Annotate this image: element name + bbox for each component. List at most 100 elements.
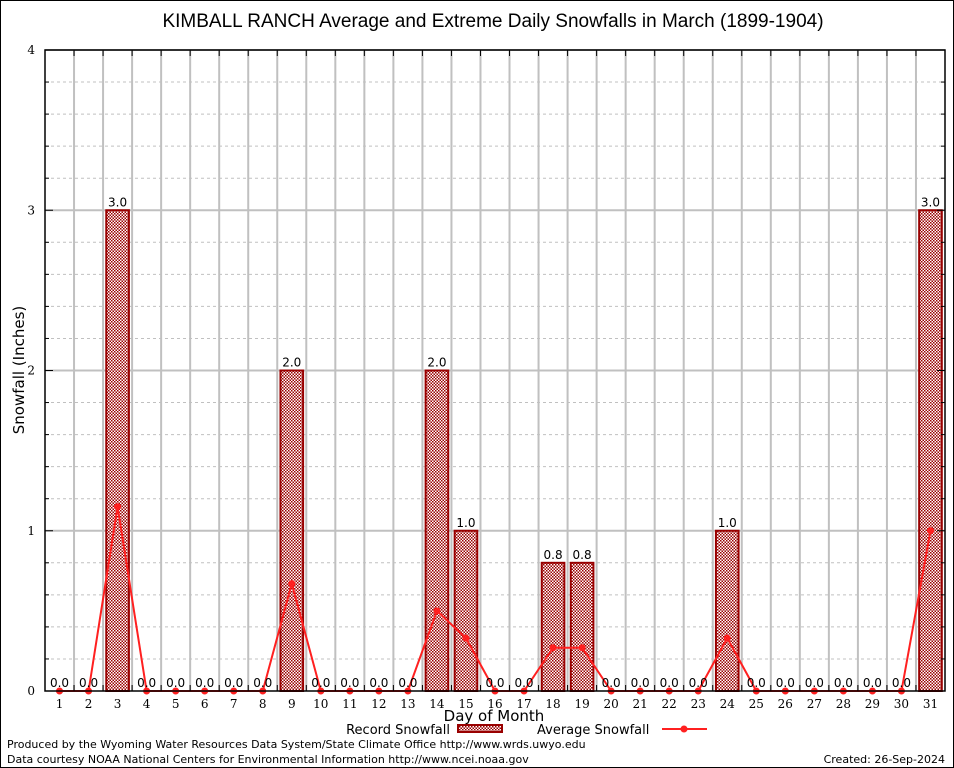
data-label-day-20: 0.0 <box>602 676 621 690</box>
bar-day-24 <box>714 529 740 692</box>
y-axis-label: Snowfall (Inches) <box>10 306 28 434</box>
bar-day-9 <box>279 369 305 692</box>
x-tick-label: 23 <box>691 697 706 711</box>
bar-day-18 <box>540 561 566 692</box>
legend-swatch-record <box>457 724 503 733</box>
data-label-day-10: 0.0 <box>311 676 330 690</box>
bar-day-3 <box>105 209 130 692</box>
x-tick-label: 27 <box>807 697 822 711</box>
footer-data-courtesy: Data courtesy NOAA National Centers for … <box>7 753 529 766</box>
average-point-day-9 <box>288 580 296 588</box>
data-label-day-9: 2.0 <box>282 356 301 370</box>
chart-title: KIMBALL RANCH Average and Extreme Daily … <box>162 11 823 32</box>
data-label-day-6: 0.0 <box>195 676 214 690</box>
x-tick-label: 30 <box>894 697 909 711</box>
x-tick-label: 4 <box>143 697 151 711</box>
x-tick-label: 15 <box>458 697 473 711</box>
x-tick-label: 3 <box>114 697 122 711</box>
data-label-day-16: 0.0 <box>485 676 504 690</box>
x-tick-label: 9 <box>288 697 296 711</box>
bar-day-15 <box>453 529 479 692</box>
data-label-day-28: 0.0 <box>834 676 853 690</box>
average-point-day-15 <box>462 634 470 642</box>
average-point-day-31 <box>926 527 934 535</box>
data-label-day-1: 0.0 <box>50 676 69 690</box>
data-label-day-23: 0.0 <box>689 676 708 690</box>
data-label-day-2: 0.0 <box>79 676 98 690</box>
x-tick-label: 7 <box>230 697 238 711</box>
x-tick-label: 25 <box>749 697 764 711</box>
data-label-day-26: 0.0 <box>776 676 795 690</box>
data-label-day-21: 0.0 <box>631 676 650 690</box>
average-point-day-3 <box>114 503 122 511</box>
legend: Record Snowfall Average Snowfall <box>346 723 707 738</box>
legend-label-record: Record Snowfall <box>346 723 450 738</box>
data-label-day-29: 0.0 <box>863 676 882 690</box>
footer-produced-by: Produced by the Wyoming Water Resources … <box>7 738 586 751</box>
bar-day-31 <box>918 209 943 692</box>
data-label-day-24: 1.0 <box>718 516 737 530</box>
data-label-day-15: 1.0 <box>456 516 475 530</box>
data-label-day-19: 0.8 <box>573 548 592 562</box>
x-tick-label: 6 <box>201 697 209 711</box>
x-tick-label: 22 <box>662 697 677 711</box>
x-tick-label: 5 <box>172 697 180 711</box>
x-axis-label: Day of Month <box>444 707 545 725</box>
data-label-day-12: 0.0 <box>369 676 388 690</box>
y-tick-label: 1 <box>27 524 35 538</box>
x-tick-label: 31 <box>923 697 938 711</box>
data-label-day-27: 0.0 <box>805 676 824 690</box>
data-labels: 0.0 0.0 3.0 0.0 0.0 0.0 0.0 0.0 2.0 0.0 0.0 0.0 0.0 2… <box>50 195 940 690</box>
data-label-day-7: 0.0 <box>224 676 243 690</box>
data-label-day-8: 0.0 <box>253 676 272 690</box>
y-tick-label: 0 <box>27 684 35 698</box>
average-line <box>56 503 934 695</box>
x-tick-label: 13 <box>400 697 415 711</box>
y-tick-label: 3 <box>27 203 35 217</box>
x-tick-labels: 1 2 3 4 5 6 7 8 9 10 11 12 13 14 15 16 17 18 19 20 21 22 23 24 2… <box>56 697 938 711</box>
y-tick-label: 4 <box>27 43 35 57</box>
average-point-day-14 <box>433 607 441 615</box>
average-point-day-19 <box>578 644 586 652</box>
y-tick-label: 2 <box>27 364 35 378</box>
data-label-day-4: 0.0 <box>137 676 156 690</box>
x-tick-label: 2 <box>85 697 93 711</box>
legend-label-average: Average Snowfall <box>537 723 649 738</box>
data-label-day-22: 0.0 <box>660 676 679 690</box>
x-tick-label: 14 <box>429 697 445 711</box>
x-tick-label: 28 <box>836 697 851 711</box>
footer-created: Created: 26-Sep-2024 <box>824 753 945 766</box>
x-tick-label: 12 <box>371 697 386 711</box>
data-label-day-25: 0.0 <box>747 676 766 690</box>
data-label-day-31: 3.0 <box>921 195 940 209</box>
data-label-day-14: 2.0 <box>427 356 446 370</box>
x-tick-label: 8 <box>259 697 267 711</box>
data-label-day-30: 0.0 <box>892 676 911 690</box>
x-tick-label: 18 <box>545 697 560 711</box>
x-tick-label: 21 <box>633 697 648 711</box>
x-tick-label: 1 <box>56 697 64 711</box>
data-label-day-13: 0.0 <box>398 676 417 690</box>
data-label-day-3: 3.0 <box>108 195 127 209</box>
record-bars <box>105 209 943 692</box>
average-point-day-24 <box>723 634 731 642</box>
axes <box>44 49 946 692</box>
x-tick-label: 10 <box>313 697 328 711</box>
average-point-day-18 <box>549 644 557 652</box>
bar-day-14 <box>424 369 450 692</box>
x-tick-label: 19 <box>574 697 589 711</box>
x-tick-label: 26 <box>778 697 793 711</box>
x-tick-label: 16 <box>487 697 502 711</box>
data-label-day-5: 0.0 <box>166 676 185 690</box>
x-tick-label: 24 <box>720 697 736 711</box>
legend-swatch-average-marker <box>680 725 688 733</box>
y-tick-labels: 0 1 2 3 4 <box>27 43 35 698</box>
x-tick-label: 11 <box>342 697 357 711</box>
data-label-day-11: 0.0 <box>340 676 359 690</box>
x-tick-label: 20 <box>603 697 618 711</box>
bar-day-19 <box>569 561 595 692</box>
grid-lines <box>45 49 945 691</box>
data-label-day-18: 0.8 <box>544 548 563 562</box>
x-tick-label: 17 <box>516 697 531 711</box>
